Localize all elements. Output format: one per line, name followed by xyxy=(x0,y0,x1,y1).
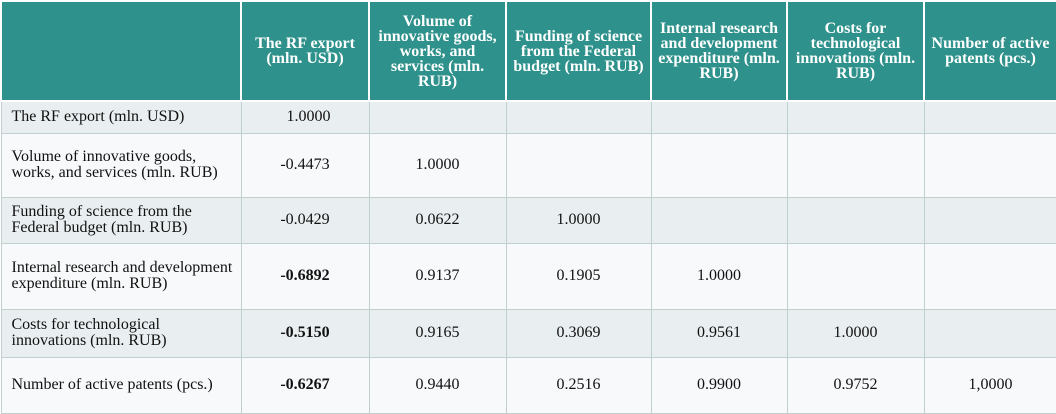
table-cell xyxy=(923,308,1056,358)
table-cell: 0.9440 xyxy=(368,356,507,414)
table-cell xyxy=(923,242,1056,310)
table-cell: 0.9561 xyxy=(650,308,788,358)
header-row: The RF export (mln. USD) Volume of innov… xyxy=(0,0,1056,102)
header-cell-rf-export: The RF export (mln. USD) xyxy=(240,0,370,102)
table-row: Costs for technological innovations (mln… xyxy=(0,308,1056,358)
table-row: The RF export (mln. USD) 1.0000 xyxy=(0,100,1056,134)
table-cell: 0.9137 xyxy=(368,242,507,310)
row-label: Number of active patents (pcs.) xyxy=(0,356,242,414)
table-cell-highlighted: -0.6892 xyxy=(240,242,370,310)
table-cell: 1,0000 xyxy=(923,356,1056,414)
table-cell xyxy=(786,100,925,134)
table-cell xyxy=(786,132,925,198)
table-row: Volume of innovative goods, works, and s… xyxy=(0,132,1056,198)
table-cell: 0.9752 xyxy=(786,356,925,414)
table-cell-highlighted: -0.5150 xyxy=(240,308,370,358)
table-cell: 0.2516 xyxy=(505,356,652,414)
table-cell xyxy=(650,100,788,134)
row-label: The RF export (mln. USD) xyxy=(0,100,242,134)
table-cell: 1.0000 xyxy=(786,308,925,358)
table-cell xyxy=(650,132,788,198)
table-cell xyxy=(505,100,652,134)
row-label: Costs for technological innovations (mln… xyxy=(0,308,242,358)
header-cell-corner xyxy=(0,0,242,102)
table-row: Funding of science from the Federal budg… xyxy=(0,196,1056,244)
table-cell xyxy=(923,196,1056,244)
table-cell xyxy=(923,100,1056,134)
header-cell-innovative-volume: Volume of innovative goods, works, and s… xyxy=(368,0,507,102)
header-cell-federal-funding: Funding of science from the Federal budg… xyxy=(505,0,652,102)
table-cell-highlighted: -0.6267 xyxy=(240,356,370,414)
table-cell: 0.9900 xyxy=(650,356,788,414)
table-cell: 1.0000 xyxy=(368,132,507,198)
table-cell: 1.0000 xyxy=(240,100,370,134)
header-cell-active-patents: Number of active patents (pcs.) xyxy=(923,0,1056,102)
table-cell: 0.1905 xyxy=(505,242,652,310)
table-cell: 1.0000 xyxy=(650,242,788,310)
table-cell: -0.4473 xyxy=(240,132,370,198)
table-cell xyxy=(786,242,925,310)
table-cell: 1.0000 xyxy=(505,196,652,244)
table-cell: 0.3069 xyxy=(505,308,652,358)
table-cell xyxy=(505,132,652,198)
row-label: Internal research and development expend… xyxy=(0,242,242,310)
header-cell-tech-costs: Costs for technological innovations (mln… xyxy=(786,0,925,102)
row-label: Volume of innovative goods, works, and s… xyxy=(0,132,242,198)
table-cell xyxy=(786,196,925,244)
table-row: Number of active patents (pcs.) -0.6267 … xyxy=(0,356,1056,414)
table-cell: -0.0429 xyxy=(240,196,370,244)
table-cell: 0.9165 xyxy=(368,308,507,358)
row-label: Funding of science from the Federal budg… xyxy=(0,196,242,244)
table-cell xyxy=(368,100,507,134)
table-cell xyxy=(923,132,1056,198)
table-cell xyxy=(650,196,788,244)
header-cell-internal-rd: Internal research and development expend… xyxy=(650,0,788,102)
table-cell: 0.0622 xyxy=(368,196,507,244)
table-row: Internal research and development expend… xyxy=(0,242,1056,310)
